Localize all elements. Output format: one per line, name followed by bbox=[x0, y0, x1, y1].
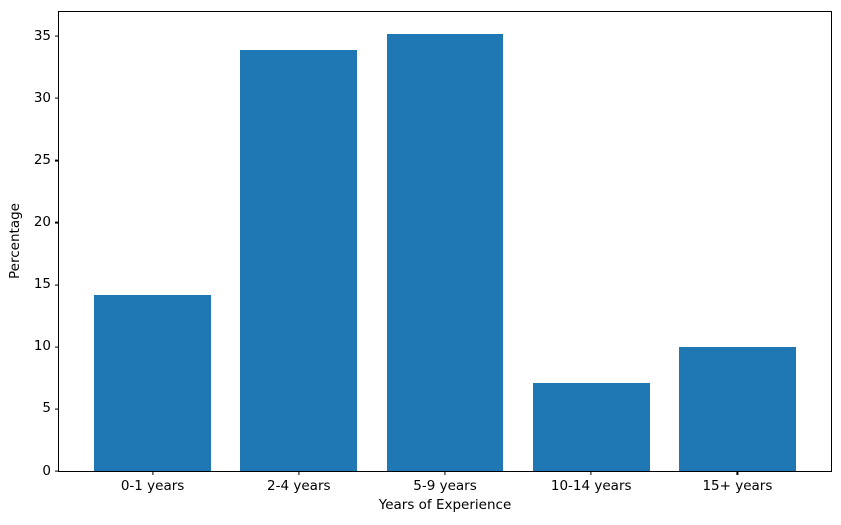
x-tick-mark bbox=[736, 471, 739, 475]
x-axis-label: Years of Experience bbox=[378, 497, 512, 513]
plot-area: 0 5 10 15 20 25 30 35 0-1 years 2-4 years 5-9 year… bbox=[34, 11, 832, 494]
x-tick-mark bbox=[151, 471, 154, 475]
y-tick-label: 30 bbox=[33, 89, 51, 106]
x-tick-mark bbox=[590, 471, 592, 475]
y-tick-mark bbox=[55, 346, 59, 348]
x-tick-label: 0-1 years bbox=[120, 478, 185, 494]
y-tick-label: 20 bbox=[33, 213, 51, 230]
y-tick-label: 25 bbox=[33, 151, 51, 168]
x-tick-mark bbox=[298, 471, 300, 475]
y-tick-label: 5 bbox=[42, 400, 51, 417]
y-tick-mark bbox=[55, 97, 59, 100]
bar-10-14-years bbox=[532, 382, 650, 471]
bar-15-years bbox=[678, 346, 796, 471]
bar-2-4-years bbox=[240, 50, 358, 471]
y-tick-mark bbox=[55, 35, 59, 37]
y-tick-mark bbox=[55, 159, 59, 162]
y-tick-mark bbox=[55, 284, 59, 286]
bar-5-9-years bbox=[386, 33, 504, 471]
y-tick-label: 10 bbox=[33, 338, 51, 355]
y-tick-label: 35 bbox=[33, 27, 51, 44]
y-axis-label: Percentage bbox=[6, 203, 23, 279]
x-tick-label: 15+ years bbox=[702, 478, 773, 494]
y-tick-mark bbox=[55, 408, 59, 410]
x-tick-label: 5-9 years bbox=[413, 478, 477, 494]
x-tick-label: 10-14 years bbox=[550, 478, 632, 494]
y-tick-mark bbox=[55, 470, 59, 472]
y-tick-label: 0 bbox=[42, 462, 51, 479]
x-tick-mark bbox=[444, 471, 446, 475]
bar-0-1-years bbox=[94, 294, 212, 471]
y-tick-mark bbox=[55, 222, 59, 224]
y-tick-label: 15 bbox=[33, 275, 51, 292]
x-tick-label: 2-4 years bbox=[267, 478, 331, 494]
